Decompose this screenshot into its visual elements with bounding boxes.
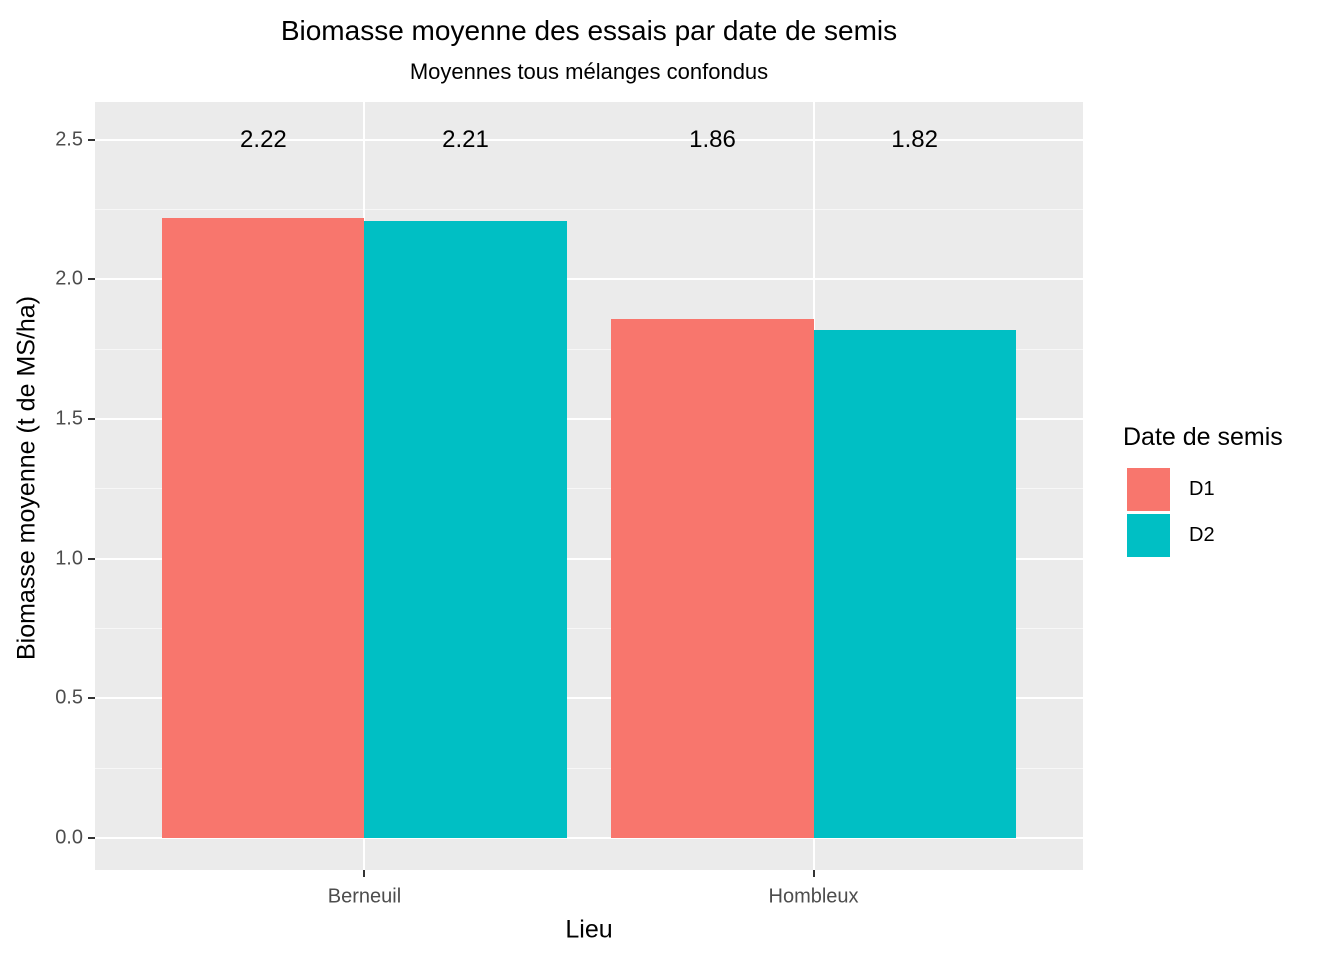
y-tick-label: 1.5 xyxy=(55,407,83,430)
page-subtitle: Moyennes tous mélanges confondus xyxy=(409,59,769,84)
gridline-minor xyxy=(95,767,1083,769)
y-tick-mark xyxy=(88,278,95,281)
gridline-minor xyxy=(95,348,1083,350)
legend-rows: D1 D2 xyxy=(1127,468,1283,557)
gridline-major-horizontal xyxy=(95,697,1083,700)
x-tick-mark xyxy=(363,870,366,877)
legend-entry-d1: D1 xyxy=(1127,468,1283,511)
gridline-minor xyxy=(95,488,1083,490)
y-tick-label: 2.0 xyxy=(55,267,83,290)
legend-swatch-d1 xyxy=(1127,468,1170,511)
y-tick-mark xyxy=(88,138,95,141)
x-tick-label: Hombleux xyxy=(768,885,859,908)
gridline-minor xyxy=(95,628,1083,630)
y-tick-mark xyxy=(88,697,95,700)
legend-label-d2: D2 xyxy=(1189,524,1215,546)
bar-value-label: 1.86 xyxy=(689,125,736,153)
bar-value-label: 1.82 xyxy=(891,125,938,153)
gridline-major-horizontal xyxy=(95,278,1083,281)
gridline-major-horizontal xyxy=(95,418,1083,421)
y-axis-title: Biomasse moyenne (t de MS/ha) xyxy=(12,295,41,661)
x-tick-mark xyxy=(812,870,815,877)
y-tick-label: 0.5 xyxy=(55,686,83,709)
x-tick-label: Berneuil xyxy=(327,885,402,908)
bar-hombleux-d1 xyxy=(611,318,814,839)
legend-swatch-d2 xyxy=(1127,514,1170,557)
bar-value-label: 2.22 xyxy=(240,125,287,153)
bar-hombleux-d2 xyxy=(813,329,1016,839)
bar-berneuil-d1 xyxy=(162,217,365,839)
y-tick-label: 2.5 xyxy=(55,128,83,151)
legend: Date de semis D1 D2 xyxy=(1123,423,1283,560)
gridline-major-horizontal xyxy=(95,557,1083,560)
gridline-major-horizontal xyxy=(95,837,1083,840)
bar-berneuil-d2 xyxy=(364,220,567,839)
y-tick-label: 0.0 xyxy=(55,826,83,849)
y-tick-mark xyxy=(88,557,95,560)
y-tick-mark xyxy=(88,418,95,421)
y-tick-mark xyxy=(88,837,95,840)
page-title: Biomasse moyenne des essais par date de … xyxy=(280,15,898,46)
x-axis-title: Lieu xyxy=(565,915,613,944)
y-tick-label: 1.0 xyxy=(55,547,83,570)
gridline-minor xyxy=(95,209,1083,211)
gridline-major-horizontal xyxy=(95,138,1083,141)
bar-value-label: 2.21 xyxy=(442,125,489,153)
chart-panel xyxy=(95,102,1083,870)
legend-title: Date de semis xyxy=(1123,423,1283,451)
legend-entry-d2: D2 xyxy=(1127,514,1283,557)
legend-label-d1: D1 xyxy=(1189,478,1215,500)
